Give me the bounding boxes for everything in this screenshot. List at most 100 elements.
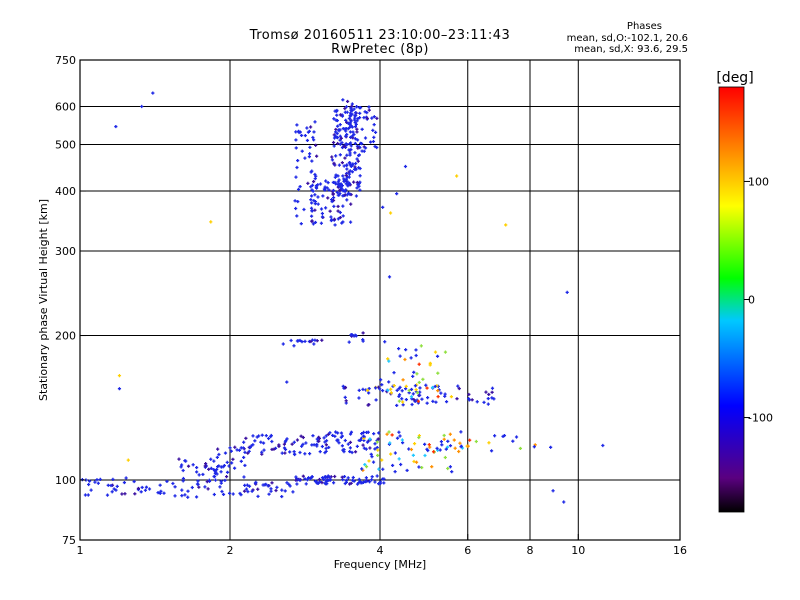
x-mode-point xyxy=(397,430,401,434)
x-mode-point xyxy=(514,435,519,439)
o-mode-point xyxy=(197,485,201,489)
o-mode-point xyxy=(329,218,333,223)
o-mode-point xyxy=(353,125,358,129)
o-mode-point xyxy=(173,485,177,489)
o-mode-point xyxy=(324,434,328,438)
o-mode-point xyxy=(355,105,359,109)
o-mode-point xyxy=(349,108,353,112)
o-mode-point xyxy=(351,475,355,480)
o-mode-point xyxy=(313,338,317,342)
o-mode-point xyxy=(492,397,496,401)
o-mode-point xyxy=(290,442,294,446)
o-mode-point xyxy=(403,387,408,391)
o-mode-point xyxy=(326,181,330,185)
o-mode-point xyxy=(299,434,303,438)
o-mode-point xyxy=(195,465,199,470)
o-mode-point xyxy=(231,457,235,461)
o-mode-point xyxy=(183,493,187,497)
o-mode-point xyxy=(365,440,370,444)
o-mode-point xyxy=(109,483,113,488)
o-mode-point xyxy=(343,156,347,160)
x-mode-point xyxy=(400,389,404,393)
o-mode-point xyxy=(309,198,313,202)
o-mode-point xyxy=(457,386,461,391)
y-tick-label: 300 xyxy=(55,245,76,258)
colorbar xyxy=(718,86,745,513)
o-mode-point xyxy=(213,478,218,482)
o-mode-point xyxy=(344,399,348,403)
o-mode-point xyxy=(376,437,380,441)
o-mode-point xyxy=(219,479,223,483)
o-mode-point xyxy=(348,440,353,444)
isolated-point xyxy=(455,174,459,178)
o-mode-point xyxy=(186,464,191,468)
o-mode-point xyxy=(362,149,366,153)
o-mode-point xyxy=(363,110,367,114)
o-mode-point xyxy=(331,481,336,485)
o-mode-point xyxy=(345,99,350,104)
o-mode-point xyxy=(318,182,323,186)
x-mode-point xyxy=(416,399,421,403)
x-mode-point xyxy=(446,439,450,443)
o-mode-point xyxy=(362,115,366,120)
x-mode-point xyxy=(392,384,396,388)
o-mode-point xyxy=(425,401,429,405)
o-mode-point xyxy=(371,139,376,144)
o-mode-point xyxy=(266,484,270,488)
x-mode-point xyxy=(401,400,405,404)
o-mode-point xyxy=(230,461,234,465)
o-mode-point xyxy=(280,494,284,499)
o-mode-point xyxy=(306,181,310,185)
o-mode-point xyxy=(370,475,374,479)
o-mode-point xyxy=(315,154,319,158)
data-points xyxy=(80,91,605,504)
o-mode-point xyxy=(317,439,321,443)
o-mode-point xyxy=(140,485,144,490)
o-mode-point xyxy=(207,478,211,482)
o-mode-point xyxy=(344,480,348,484)
x-tick-label: 10 xyxy=(571,544,585,557)
o-mode-point xyxy=(324,443,328,447)
o-mode-point xyxy=(323,188,327,192)
x-mode-point xyxy=(407,388,411,393)
o-mode-point xyxy=(348,169,352,173)
o-mode-point xyxy=(490,386,495,390)
o-mode-point xyxy=(321,194,325,198)
o-mode-point xyxy=(269,434,273,439)
o-mode-point xyxy=(294,130,298,134)
o-mode-point xyxy=(353,120,357,125)
isolated-point xyxy=(151,91,155,95)
x-mode-point xyxy=(380,383,384,387)
o-mode-point xyxy=(233,445,237,449)
o-mode-point xyxy=(327,445,331,450)
isolated-point xyxy=(333,223,337,227)
o-mode-point xyxy=(339,136,343,140)
o-mode-point xyxy=(311,179,316,184)
o-mode-point xyxy=(364,476,368,480)
o-mode-point xyxy=(123,492,127,496)
x-mode-point xyxy=(398,354,402,358)
o-mode-point xyxy=(368,446,372,450)
o-mode-point xyxy=(467,397,471,401)
o-mode-point xyxy=(486,396,490,401)
x-mode-point xyxy=(449,395,454,399)
o-mode-point xyxy=(373,442,377,446)
isolated-point xyxy=(395,192,399,196)
o-mode-point xyxy=(333,434,337,438)
o-mode-point xyxy=(217,464,221,468)
o-mode-point xyxy=(314,143,318,147)
o-mode-point xyxy=(487,392,491,397)
o-mode-point xyxy=(443,392,447,396)
o-mode-point xyxy=(345,153,349,157)
o-mode-point xyxy=(171,481,175,486)
x-mode-point xyxy=(426,448,430,453)
x-mode-point xyxy=(405,468,409,473)
o-mode-point xyxy=(243,483,247,487)
x-mode-point xyxy=(533,443,537,447)
o-mode-point xyxy=(280,488,284,492)
o-mode-point xyxy=(242,440,246,444)
o-mode-point xyxy=(303,156,307,160)
o-mode-point xyxy=(303,452,307,456)
x-mode-point xyxy=(448,444,453,448)
o-mode-point xyxy=(261,483,265,487)
